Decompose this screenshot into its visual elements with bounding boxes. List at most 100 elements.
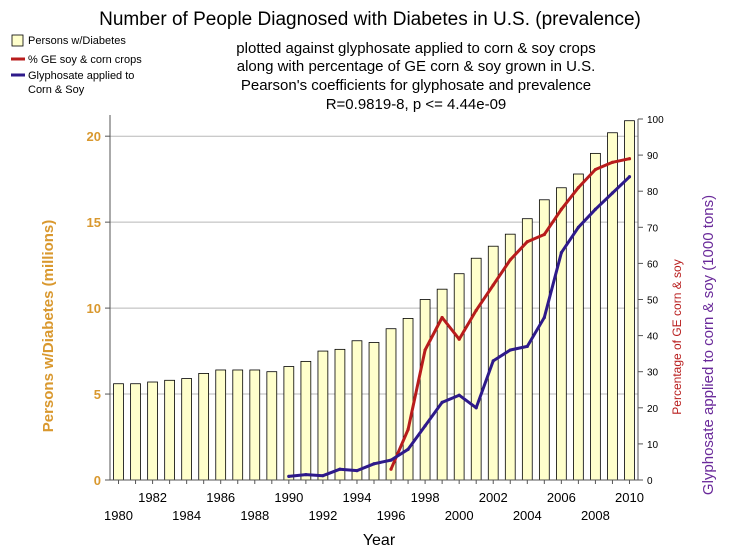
- point-glyphosate-2002: [491, 359, 495, 363]
- y-axis-title-left: Persons w/Diabetes (millions): [40, 220, 57, 433]
- bar-2010: [624, 120, 635, 481]
- axes: [105, 115, 643, 484]
- chart-legend: Persons w/Diabetes % GE soy & corn crops…: [11, 34, 142, 96]
- x-tick-label: 1990: [274, 490, 303, 505]
- bar-2005: [538, 199, 550, 481]
- bar-2008: [590, 152, 601, 481]
- x-tick-label: 1992: [308, 508, 337, 523]
- point-glyphosate-2005: [542, 315, 546, 320]
- right-tick-label: 90: [647, 151, 659, 162]
- point-glyphosate-1992: [321, 474, 325, 478]
- point-glyphosate-1995: [372, 462, 376, 466]
- x-tick-label: 2004: [513, 508, 542, 523]
- point-glyphosate-1990: [287, 474, 291, 478]
- bar-1985: [198, 373, 210, 481]
- point-ge-1996: [389, 467, 393, 471]
- point-glyphosate-2007: [576, 225, 580, 229]
- bar-2009: [607, 132, 618, 481]
- bar-1990: [283, 366, 295, 481]
- point-ge-2001: [474, 308, 478, 312]
- bar-1997: [402, 318, 414, 481]
- point-ge-2002: [491, 283, 495, 287]
- legend-swatch-diabetes: [11, 34, 24, 47]
- x-tick-label: 1988: [240, 508, 269, 523]
- y-axis-title-right-glyphosate: Glyphosate applied to corn & soy (1000 t…: [700, 195, 717, 495]
- x-tick-label: 1982: [138, 490, 167, 505]
- x-axis-title: Year: [363, 532, 396, 549]
- point-glyphosate-2008: [593, 207, 598, 211]
- point-glyphosate-2010: [627, 175, 632, 179]
- bar-1994: [351, 340, 363, 481]
- bar-1982: [147, 381, 158, 481]
- bar-1991: [300, 360, 312, 481]
- tick-labels: 0 5 10 15 20 0 10 20 30 40 50 60 70 80 90 100 1982 1986 19…: [87, 115, 665, 523]
- right-tick-label: 60: [647, 259, 659, 270]
- point-glyphosate-2003: [508, 348, 512, 352]
- x-tick-label: 1980: [104, 508, 133, 523]
- chart-subtitle-2: along with percentage of GE corn & soy g…: [237, 58, 596, 75]
- point-glyphosate-2009: [610, 191, 615, 195]
- point-glyphosate-2001: [474, 406, 478, 410]
- bar-2003: [504, 233, 516, 481]
- chart-subtitle-1: plotted against glyphosate applied to co…: [236, 40, 595, 57]
- right-tick-label: 0: [647, 476, 653, 487]
- right-tick-label: 10: [647, 440, 659, 451]
- bar-1984: [181, 378, 192, 481]
- point-ge-2007: [576, 185, 580, 190]
- bar-series-diabetes: [113, 120, 635, 481]
- point-glyphosate-2004: [525, 344, 529, 349]
- right-tick-label: 80: [647, 187, 659, 198]
- x-tick-label: 1994: [343, 490, 372, 505]
- point-ge-2009: [610, 160, 615, 164]
- bar-1989: [266, 371, 278, 481]
- x-tick-label: 1998: [411, 490, 440, 505]
- bar-1986: [215, 369, 227, 481]
- bar-1992: [317, 350, 329, 481]
- point-glyphosate-1991: [304, 472, 308, 477]
- point-ge-2004: [525, 240, 529, 244]
- x-tick-label: 1984: [172, 508, 201, 523]
- point-glyphosate-1994: [355, 469, 359, 473]
- point-ge-2003: [508, 258, 512, 262]
- right-tick-label: 70: [647, 223, 659, 234]
- point-ge-2008: [593, 167, 598, 172]
- chart-subtitle-3: Pearson's coefficients for glyphosate an…: [241, 77, 591, 94]
- bar-1987: [232, 369, 244, 481]
- x-tick-label: 2000: [445, 508, 474, 523]
- bar-1983: [164, 379, 175, 481]
- x-tick-label: 2002: [479, 490, 508, 505]
- point-ge-1997: [406, 427, 410, 432]
- point-glyphosate-1993: [338, 467, 342, 471]
- legend-label-ge: % GE soy & corn crops: [28, 54, 142, 66]
- bar-2004: [521, 218, 533, 481]
- bar-2007: [573, 173, 584, 481]
- x-tick-label: 2008: [581, 508, 610, 523]
- point-ge-2000: [457, 337, 461, 341]
- left-tick-label: 10: [87, 301, 101, 316]
- right-tick-label: 20: [647, 404, 659, 415]
- bar-1995: [368, 342, 380, 481]
- x-tick-label: 2006: [547, 490, 576, 505]
- legend-label-glyphosate-2: Corn & Soy: [28, 84, 85, 96]
- bar-1981: [130, 383, 141, 481]
- x-tick-label: 1986: [206, 490, 235, 505]
- y-axis-title-right-ge: Percentage of GE corn & soy: [670, 259, 684, 414]
- point-glyphosate-2006: [559, 250, 563, 255]
- bar-2001: [470, 257, 482, 481]
- point-ge-2005: [542, 232, 546, 237]
- legend-label-glyphosate-1: Glyphosate applied to: [28, 70, 134, 82]
- chart-title: Number of People Diagnosed with Diabetes…: [99, 9, 641, 30]
- bar-1980: [113, 383, 124, 481]
- bar-1998: [419, 299, 431, 481]
- right-tick-label: 100: [647, 115, 664, 126]
- chart-subtitle-4: R=0.9819-8, p <= 4.44e-09: [326, 96, 507, 113]
- right-tick-label: 30: [647, 368, 659, 379]
- point-glyphosate-1999: [440, 400, 444, 404]
- point-glyphosate-2000: [457, 393, 461, 397]
- point-glyphosate-1996: [389, 458, 393, 462]
- bar-1993: [334, 348, 346, 481]
- left-tick-label: 0: [94, 473, 101, 488]
- x-tick-label: 1996: [377, 508, 406, 523]
- legend-label-diabetes: Persons w/Diabetes: [28, 35, 126, 47]
